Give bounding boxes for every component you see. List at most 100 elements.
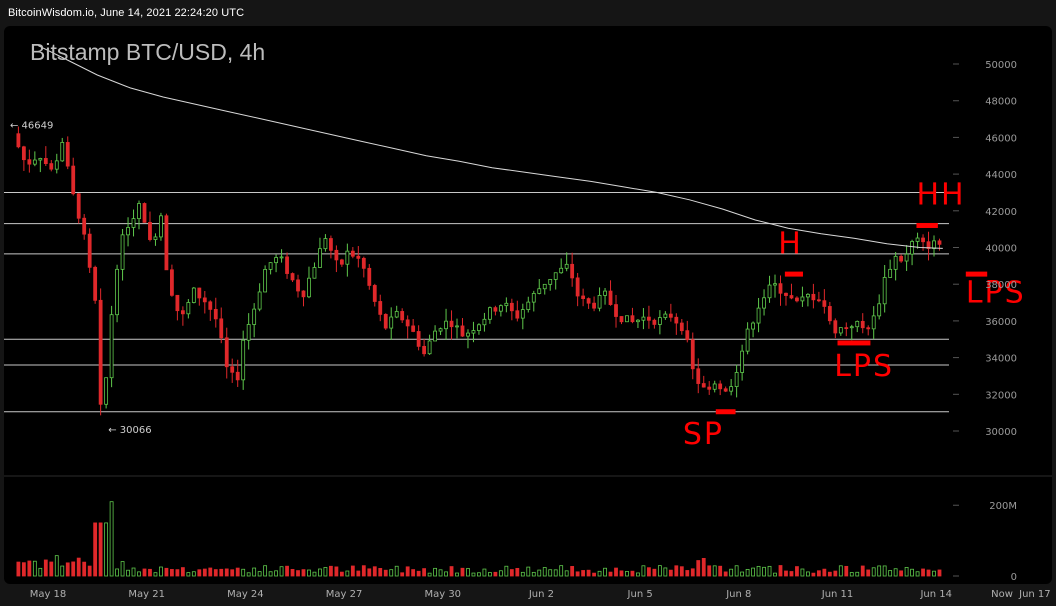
price-tick-label: 48000 <box>985 97 1017 108</box>
price-tick-label: 38000 <box>985 280 1017 291</box>
candle-body <box>87 233 92 268</box>
volume-bar <box>597 570 602 577</box>
annotation-sp-bar <box>715 409 736 415</box>
candle-body <box>175 294 180 312</box>
candle-body <box>350 250 355 257</box>
candle-body <box>921 237 925 243</box>
volume-bar <box>186 572 191 577</box>
candle-body <box>137 203 141 220</box>
volume-bar <box>564 570 569 577</box>
volume-bar <box>860 565 865 577</box>
candle-body <box>904 253 909 262</box>
volume-bar <box>175 569 180 577</box>
volume-bar <box>383 569 388 577</box>
volume-bar <box>685 570 690 577</box>
annotation-lps1-bar <box>837 340 871 346</box>
volume-bar <box>329 565 333 577</box>
volume-bar <box>789 571 794 577</box>
candle-body <box>488 307 492 320</box>
volume-bar <box>816 570 821 577</box>
time-tick-label: Jun 5 <box>627 589 653 600</box>
candle-body <box>515 310 520 319</box>
candle-body <box>71 165 76 195</box>
candle-body <box>416 331 421 347</box>
volume-bar <box>279 566 284 577</box>
candle-body <box>860 320 865 329</box>
volume-bar <box>87 565 92 577</box>
volume-bar <box>493 571 498 577</box>
candle-body <box>274 257 278 264</box>
volume-bar <box>603 567 607 577</box>
volume-bar <box>16 561 21 577</box>
candle-body <box>372 285 377 302</box>
candle-body <box>888 268 893 278</box>
candle-body <box>104 377 109 405</box>
candle-body <box>170 269 174 296</box>
candle-body <box>230 366 235 373</box>
candle-body <box>115 268 119 316</box>
volume-bar <box>109 501 114 577</box>
volume-bar <box>657 565 662 577</box>
volume-bar <box>849 572 854 577</box>
candle-body <box>838 327 843 334</box>
candle-body <box>246 324 251 341</box>
volume-bar <box>893 568 898 577</box>
price-tick-label: 46000 <box>985 133 1017 144</box>
candle-body <box>323 238 328 250</box>
time-tick-label: Now <box>991 589 1013 600</box>
candle-body <box>290 273 295 281</box>
volume-bar <box>312 571 317 577</box>
volume-bar <box>43 559 48 577</box>
volume-bar <box>246 572 251 577</box>
volume-bar <box>235 567 240 577</box>
chart-panel: 0 200M SP H LPS HH LPS 30000 32000 34000 36000 38… <box>4 26 1052 584</box>
volume-bar <box>575 571 580 577</box>
volume-bar <box>822 568 827 577</box>
volume-bar <box>257 571 262 577</box>
candle-body <box>312 267 317 279</box>
candle-body <box>455 325 459 328</box>
candle-body <box>581 295 586 300</box>
candle-body <box>504 302 509 307</box>
candle-body <box>422 345 427 355</box>
candle-body <box>619 316 624 323</box>
annotation-lps2-bar <box>965 271 988 277</box>
candle-body <box>882 277 887 305</box>
volume-bar <box>800 568 805 577</box>
volume-bar <box>668 569 673 577</box>
candle-body <box>641 316 646 321</box>
candle-body <box>356 255 361 259</box>
candle-body <box>405 319 410 327</box>
volume-bar <box>378 568 383 577</box>
candle-body <box>652 319 657 325</box>
candle-body <box>701 383 706 388</box>
volume-bar <box>899 570 904 577</box>
candle-body <box>49 163 54 170</box>
candle-body <box>449 320 454 328</box>
volume-bar <box>142 568 147 577</box>
price-tick-label: 32000 <box>985 390 1017 401</box>
candle-body <box>191 287 196 303</box>
volume-bar <box>191 571 196 577</box>
candle-body <box>38 158 43 161</box>
volume-bar <box>679 566 684 577</box>
candle-body <box>729 386 734 392</box>
candle-body <box>213 308 218 320</box>
candle-body <box>767 284 772 299</box>
candle-body <box>32 159 37 165</box>
volume-bar <box>350 565 355 577</box>
volume-bar <box>367 568 372 577</box>
volume-bar <box>542 567 547 577</box>
candle-body <box>614 304 618 317</box>
volume-bar <box>619 570 624 577</box>
volume-bar <box>416 570 421 577</box>
volume-bar <box>756 565 761 577</box>
price-chart[interactable]: 0 200M SP H LPS HH LPS 30000 32000 34000 36000 38… <box>4 26 1052 584</box>
candle-body <box>937 240 942 245</box>
candle-body <box>526 301 531 311</box>
candle-body <box>142 203 147 223</box>
volume-bar <box>674 565 679 577</box>
candle-body <box>564 263 569 269</box>
volume-bar <box>252 567 257 577</box>
volume-bar <box>526 566 531 577</box>
